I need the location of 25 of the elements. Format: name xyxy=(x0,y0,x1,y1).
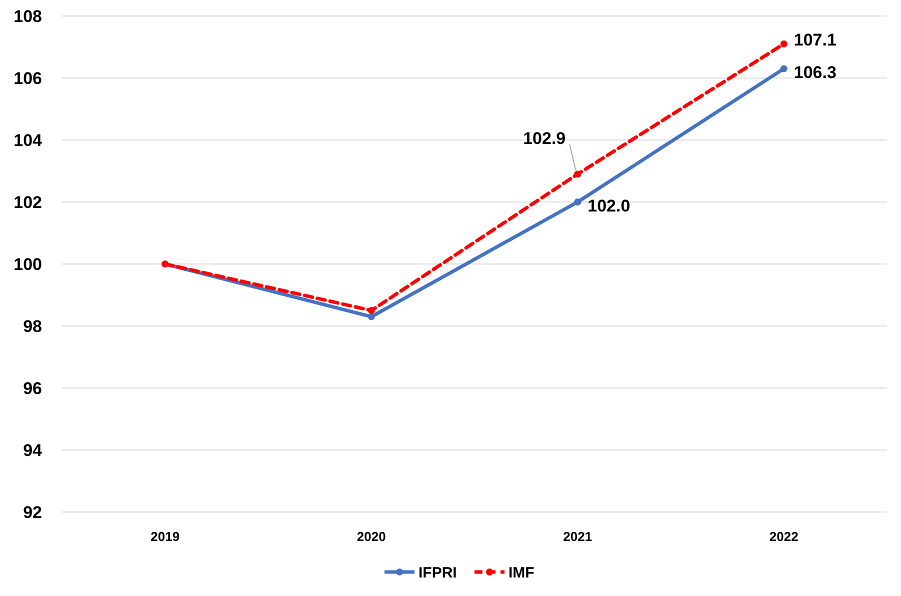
data-label: 107.1 xyxy=(794,30,836,50)
point xyxy=(574,170,582,178)
y-tick-label: 94 xyxy=(23,440,43,460)
x-tick-label: 2019 xyxy=(150,529,180,544)
y-tick-label: 106 xyxy=(14,68,42,88)
y-tick-label: 96 xyxy=(23,378,42,398)
y-tick-label: 92 xyxy=(23,502,42,522)
point xyxy=(780,65,788,72)
data-label: 106.3 xyxy=(794,63,836,82)
y-tick-label: 100 xyxy=(14,254,42,274)
x-tick-label: 2020 xyxy=(356,529,386,544)
y-tick-label: 102 xyxy=(14,192,42,212)
point xyxy=(780,40,788,48)
data-label: 102.0 xyxy=(588,196,630,216)
point xyxy=(574,198,582,206)
y-tick-label: 104 xyxy=(14,130,43,150)
data-label: 102.9 xyxy=(523,129,566,148)
point xyxy=(368,307,375,314)
x-tick-label: 2022 xyxy=(769,529,798,544)
legend-label: IFPRI xyxy=(418,564,457,582)
x-tick-label: 2021 xyxy=(563,529,592,544)
y-tick-label: 108 xyxy=(14,6,42,26)
y-tick-label: 98 xyxy=(23,316,42,336)
point xyxy=(368,313,375,320)
legend-label: IMF xyxy=(508,564,534,582)
